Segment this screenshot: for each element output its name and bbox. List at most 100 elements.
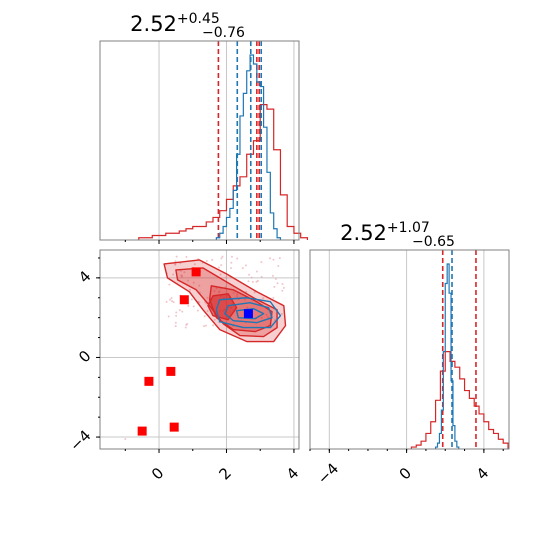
sample-point bbox=[198, 284, 201, 287]
sample-point bbox=[273, 285, 276, 288]
contour bbox=[224, 302, 273, 324]
histogram-series bbox=[215, 54, 282, 240]
sample-point bbox=[185, 323, 188, 326]
sample-point bbox=[236, 293, 239, 296]
sample-point bbox=[255, 270, 258, 273]
sample-point bbox=[221, 255, 224, 258]
title-value: 2.52 bbox=[340, 221, 387, 245]
sample-point bbox=[281, 289, 284, 292]
sample-point bbox=[169, 298, 172, 301]
sample-point bbox=[174, 321, 177, 324]
sample-point bbox=[260, 275, 263, 278]
panel-title: 2.52+0.45 bbox=[130, 11, 220, 36]
sample-point bbox=[247, 280, 250, 283]
sample-point bbox=[271, 274, 274, 277]
sample-point bbox=[218, 266, 221, 269]
sample-point bbox=[260, 316, 263, 319]
sample-point bbox=[165, 300, 168, 303]
sample-point bbox=[253, 291, 256, 294]
sample-point bbox=[213, 318, 216, 321]
sample-point bbox=[235, 295, 238, 298]
sample-point bbox=[206, 296, 209, 299]
sample-point bbox=[175, 311, 178, 314]
sample-point bbox=[203, 315, 206, 318]
sample-point bbox=[260, 261, 263, 264]
y-tick-label: 4 bbox=[75, 267, 94, 286]
title-minus: −0.76 bbox=[202, 25, 245, 41]
sample-point bbox=[250, 276, 253, 279]
red-marker bbox=[191, 267, 201, 277]
x-tick-label: 4 bbox=[283, 464, 302, 483]
red-marker bbox=[144, 376, 154, 386]
sample-point bbox=[219, 273, 222, 276]
sample-point bbox=[255, 280, 258, 283]
title-value: 2.52 bbox=[130, 12, 177, 36]
sample-point bbox=[276, 282, 279, 285]
sample-point bbox=[203, 325, 206, 328]
sample-point bbox=[206, 310, 209, 313]
contour bbox=[207, 293, 238, 321]
sample-point bbox=[192, 305, 195, 308]
sample-point bbox=[232, 291, 235, 294]
title-minus: −0.65 bbox=[412, 234, 455, 250]
y-tick-label: −4 bbox=[66, 426, 94, 454]
sample-point bbox=[175, 314, 178, 317]
sample-point bbox=[174, 260, 177, 263]
sample-point bbox=[241, 267, 244, 270]
sample-point bbox=[272, 258, 275, 261]
sample-point bbox=[193, 263, 196, 266]
title-plus: +0.45 bbox=[177, 11, 220, 27]
x-tick-label: 0 bbox=[148, 464, 167, 483]
sample-point bbox=[280, 313, 283, 316]
sample-point bbox=[213, 290, 216, 293]
sample-point bbox=[246, 306, 249, 309]
sample-point bbox=[124, 438, 127, 441]
sample-point bbox=[183, 271, 186, 274]
sample-point bbox=[248, 273, 251, 276]
panel-2d: 0 2 4 −4 0 4 bbox=[66, 249, 302, 483]
sample-point bbox=[268, 257, 271, 260]
sample-point bbox=[205, 259, 208, 262]
sample-point bbox=[185, 256, 188, 259]
sample-point bbox=[187, 279, 190, 282]
sample-point bbox=[189, 288, 192, 291]
sample-point bbox=[220, 257, 223, 260]
sample-point bbox=[172, 273, 175, 276]
red-marker bbox=[166, 366, 176, 376]
sample-point bbox=[170, 297, 173, 300]
sample-point bbox=[215, 287, 218, 290]
sample-point bbox=[274, 278, 277, 281]
sample-point bbox=[277, 264, 280, 267]
histogram-series bbox=[138, 104, 309, 240]
x-tick-label: 2 bbox=[215, 464, 234, 483]
red-marker bbox=[179, 295, 189, 305]
sample-point bbox=[211, 258, 214, 261]
sample-point bbox=[187, 304, 190, 307]
panel-title: 2.52+1.07 bbox=[340, 220, 430, 245]
sample-point bbox=[243, 298, 246, 301]
sample-point bbox=[278, 257, 281, 260]
x-tick-label: 4 bbox=[473, 464, 492, 483]
sample-point bbox=[180, 275, 183, 278]
sample-point bbox=[171, 300, 174, 303]
sample-point bbox=[181, 310, 184, 313]
x-tick-label: 0 bbox=[396, 464, 415, 483]
sample-point bbox=[217, 291, 220, 294]
sample-point bbox=[262, 297, 265, 300]
sample-point bbox=[172, 301, 175, 304]
panel-hist-top: 2.52+0.45 −0.76 bbox=[99, 11, 309, 244]
sample-point bbox=[236, 257, 239, 260]
y-tick-label: 0 bbox=[75, 347, 94, 366]
sample-point bbox=[230, 255, 233, 258]
sample-point bbox=[190, 298, 193, 301]
sample-point bbox=[272, 296, 275, 299]
sample-point bbox=[212, 324, 215, 327]
sample-point bbox=[282, 286, 285, 289]
histogram-series bbox=[410, 351, 509, 449]
x-tick-label: −4 bbox=[314, 460, 342, 488]
sample-point bbox=[184, 326, 187, 329]
sample-point bbox=[168, 283, 171, 286]
sample-point bbox=[167, 315, 170, 318]
sample-point bbox=[230, 261, 233, 264]
